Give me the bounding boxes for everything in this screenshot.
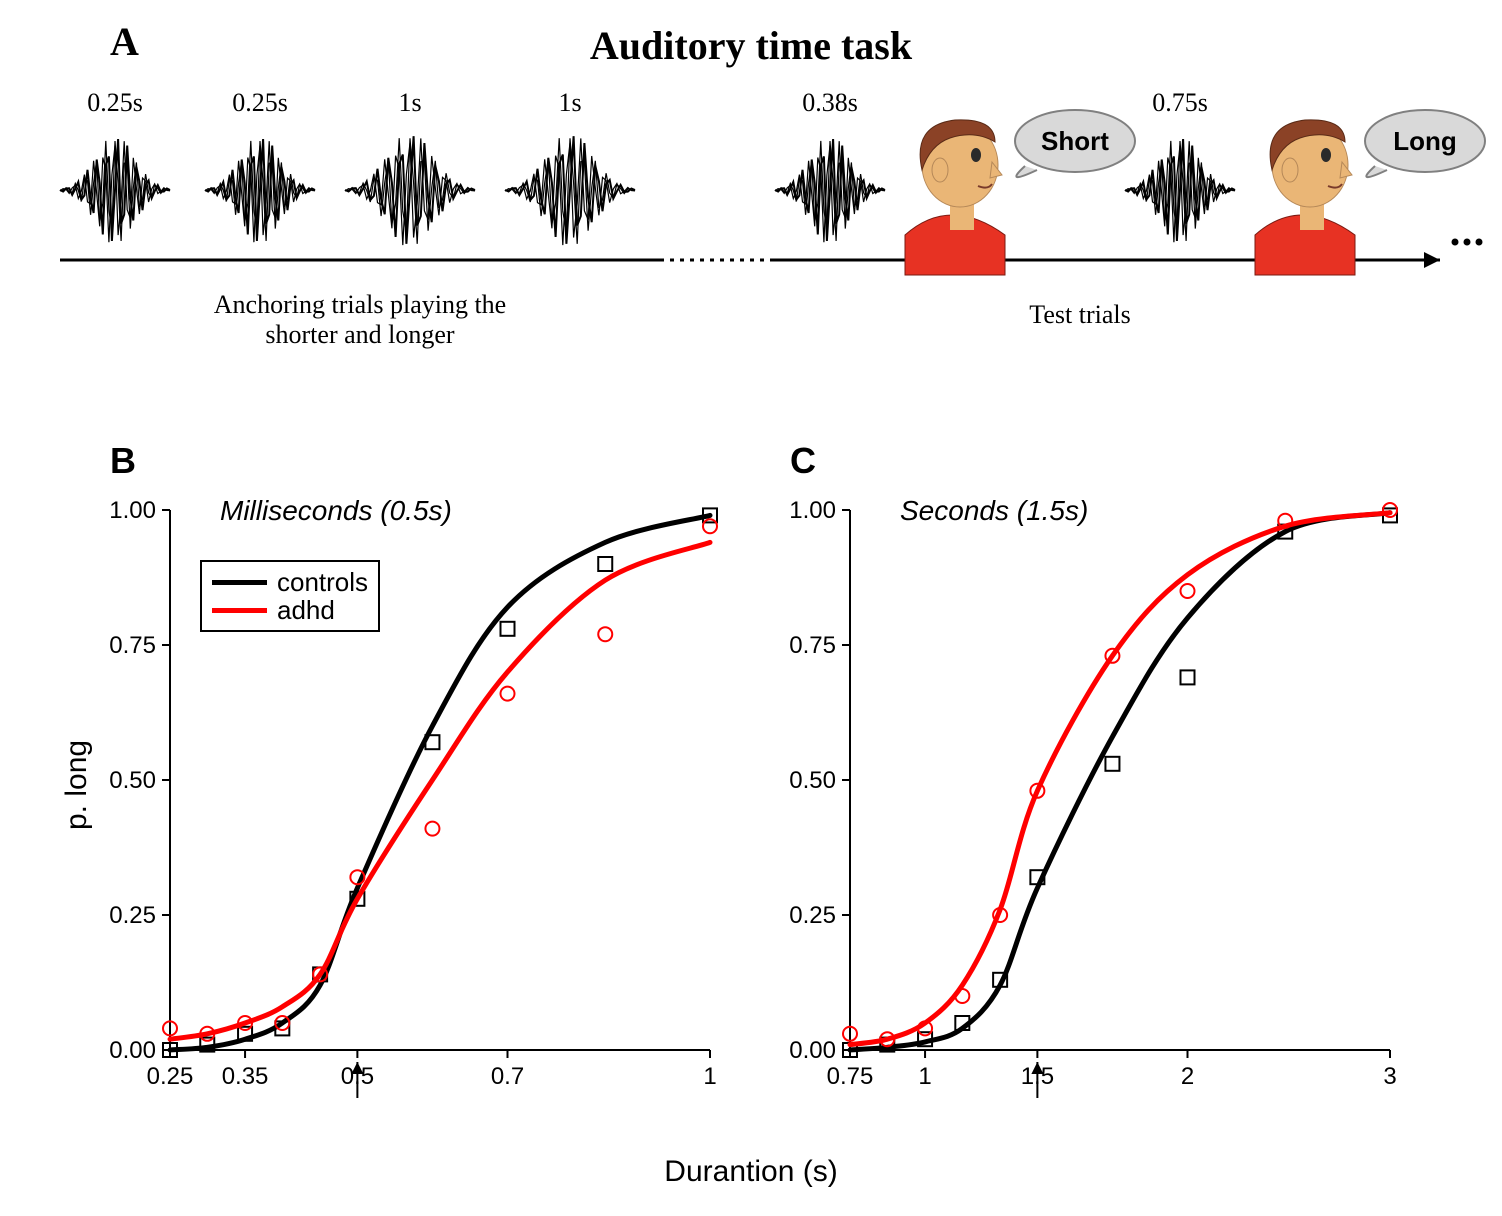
svg-text:0.25: 0.25 [789,902,836,929]
anchoring-caption: Anchoring trials playing theshorter and … [80,290,640,350]
stimulus-duration-label: 0.25s [200,88,320,118]
svg-text:0.35: 0.35 [222,1063,269,1090]
svg-text:3: 3 [1383,1063,1396,1090]
svg-text:0.75: 0.75 [789,632,836,659]
panel-b-chart: 0.000.250.500.751.000.250.350.50.71 [90,470,730,1150]
figure-root: A Auditory time task ShortLong 0.25s0.25… [0,0,1502,1216]
svg-text:0.7: 0.7 [491,1063,524,1090]
svg-text:1.00: 1.00 [789,497,836,524]
y-axis-label: p. long [60,740,94,830]
svg-text:0.25: 0.25 [147,1063,194,1090]
svg-text:Long: Long [1393,126,1457,156]
stimulus-duration-label: 0.25s [55,88,175,118]
svg-text:0.75: 0.75 [109,632,156,659]
svg-text:0.25: 0.25 [109,902,156,929]
test-trials-caption: Test trials [780,300,1380,330]
stimulus-duration-label: 0.75s [1120,88,1240,118]
stimulus-duration-label: 1s [350,88,470,118]
svg-text:0.50: 0.50 [109,767,156,794]
svg-text:0.50: 0.50 [789,767,836,794]
svg-text:0.75: 0.75 [827,1063,874,1090]
svg-text:2: 2 [1181,1063,1194,1090]
svg-text:1: 1 [918,1063,931,1090]
stimulus-duration-label: 0.38s [770,88,890,118]
svg-text:1: 1 [703,1063,716,1090]
svg-text:0.00: 0.00 [789,1037,836,1064]
svg-text:1.00: 1.00 [109,497,156,524]
svg-text:0.00: 0.00 [109,1037,156,1064]
panel-c-chart: 0.000.250.500.751.000.7511.523 [770,470,1410,1150]
x-axis-label: Durantion (s) [0,1155,1502,1189]
svg-text:Short: Short [1041,126,1109,156]
stimulus-duration-label: 1s [510,88,630,118]
